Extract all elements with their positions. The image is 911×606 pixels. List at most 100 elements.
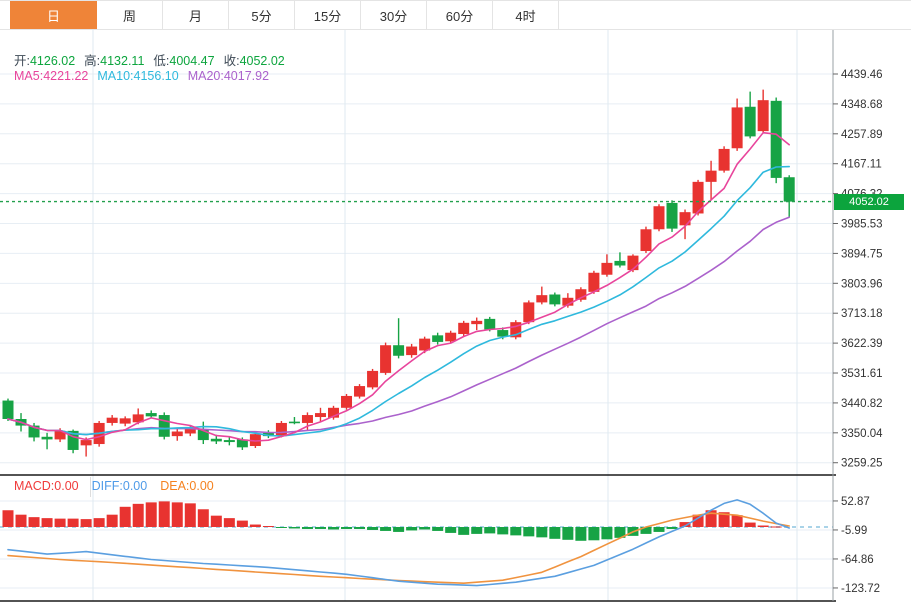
tab-4hour[interactable]: 4时 <box>493 1 559 29</box>
price-tick-label: 3350.04 <box>841 428 883 440</box>
macd-bar <box>210 515 222 527</box>
macd-bar <box>15 514 27 527</box>
candle-body <box>249 434 261 447</box>
candle-body <box>80 440 92 446</box>
macd-bar <box>2 510 14 527</box>
candle-body <box>731 107 743 149</box>
candle-body <box>484 318 496 330</box>
macd-bar <box>705 510 717 527</box>
info-item: DIFF:0.00 <box>91 479 148 493</box>
info-item: 高:4132.11 <box>84 54 145 68</box>
macd-bar <box>679 522 691 527</box>
price-tick-label: 3440.82 <box>841 398 883 410</box>
macd-bar <box>757 525 769 527</box>
candle-body <box>210 438 222 442</box>
macd-bar <box>744 522 756 527</box>
candle-body <box>692 181 704 214</box>
tab-60min[interactable]: 60分 <box>427 1 493 29</box>
candle-body <box>171 431 183 437</box>
candle-body <box>679 212 691 226</box>
macd-bar <box>614 527 626 538</box>
macd-bar <box>28 517 40 527</box>
price-tick-label: 3713.18 <box>841 308 883 320</box>
macd-bar <box>341 527 353 529</box>
candle-body <box>536 295 548 303</box>
tab-week[interactable]: 周 <box>97 1 163 29</box>
candle-body <box>757 100 769 132</box>
macd-bar <box>393 527 405 532</box>
info-item: 开:4126.02 <box>14 54 76 68</box>
candle-body <box>510 322 522 338</box>
candle-body <box>640 229 652 252</box>
macd-bar <box>445 527 457 533</box>
macd-bar <box>236 520 248 527</box>
info-item: MA20:4017.92 <box>187 69 270 83</box>
candle-body <box>341 395 353 408</box>
macd-bar <box>458 527 470 535</box>
candle-body <box>275 422 287 437</box>
candle-body <box>158 415 170 437</box>
last-price-value: 4052.02 <box>849 196 889 208</box>
candle-body <box>393 345 405 356</box>
macd-bar <box>367 527 379 530</box>
candle-body <box>223 440 235 443</box>
macd-label-divider <box>90 477 91 497</box>
candle-body <box>549 294 561 305</box>
macd-bar <box>106 514 118 527</box>
macd-bar <box>536 527 548 538</box>
macd-tick-label: 52.87 <box>841 496 870 508</box>
candle-body <box>288 421 300 424</box>
price-tick-label: 4257.89 <box>841 129 883 141</box>
tab-30min[interactable]: 30分 <box>361 1 427 29</box>
macd-bar <box>432 527 444 531</box>
candle-body <box>354 386 366 397</box>
macd-tick-label: -5.99 <box>841 525 867 537</box>
macd-bar <box>770 526 782 528</box>
macd-bar <box>653 527 665 532</box>
ma-info-row: MA5:4221.22 MA10:4156.10 MA20:4017.92 <box>14 69 278 83</box>
ma10-line <box>7 165 791 437</box>
macd-bar <box>145 502 157 527</box>
tab-month[interactable]: 月 <box>163 1 229 29</box>
macd-bar <box>184 503 196 527</box>
candle-body <box>653 206 665 230</box>
candle-body <box>119 418 131 424</box>
macd-bar <box>54 518 66 527</box>
ma20-line <box>7 216 791 436</box>
macd-bar <box>132 503 144 527</box>
macd-bar <box>484 527 496 534</box>
macd-bar <box>640 527 652 534</box>
macd-bar <box>249 524 261 527</box>
candle-body <box>2 400 14 419</box>
macd-bar <box>380 527 392 531</box>
macd-bar <box>497 527 509 535</box>
candle-body <box>614 260 626 266</box>
macd-bar <box>275 527 287 528</box>
macd-bar <box>288 527 300 529</box>
macd-bar <box>692 514 704 527</box>
info-item: 低:4004.47 <box>153 54 215 68</box>
tab-day[interactable]: 日 <box>10 1 97 29</box>
macd-bar <box>314 527 326 529</box>
macd-bar <box>262 526 274 528</box>
tab-5min[interactable]: 5分 <box>229 1 295 29</box>
price-tick-label: 4348.68 <box>841 99 883 111</box>
price-tick-label: 3622.39 <box>841 338 883 350</box>
macd-bar <box>354 527 366 529</box>
macd-bar <box>67 518 79 527</box>
price-tick-label: 3531.61 <box>841 368 883 380</box>
price-tick-label: 3894.75 <box>841 248 883 260</box>
candle-body <box>783 177 795 202</box>
price-tick-label: 3259.25 <box>841 458 883 470</box>
candle-body <box>588 272 600 292</box>
macd-bar <box>406 527 418 531</box>
candle-body <box>666 202 678 229</box>
macd-info-row: MACD:0.00 DIFF:0.00 DEA:0.00 <box>14 479 227 493</box>
candle-body <box>432 335 444 342</box>
tab-15min[interactable]: 15分 <box>295 1 361 29</box>
candle-body <box>770 100 782 178</box>
price-tick-label: 3985.53 <box>841 219 883 231</box>
candle-body <box>458 322 470 335</box>
